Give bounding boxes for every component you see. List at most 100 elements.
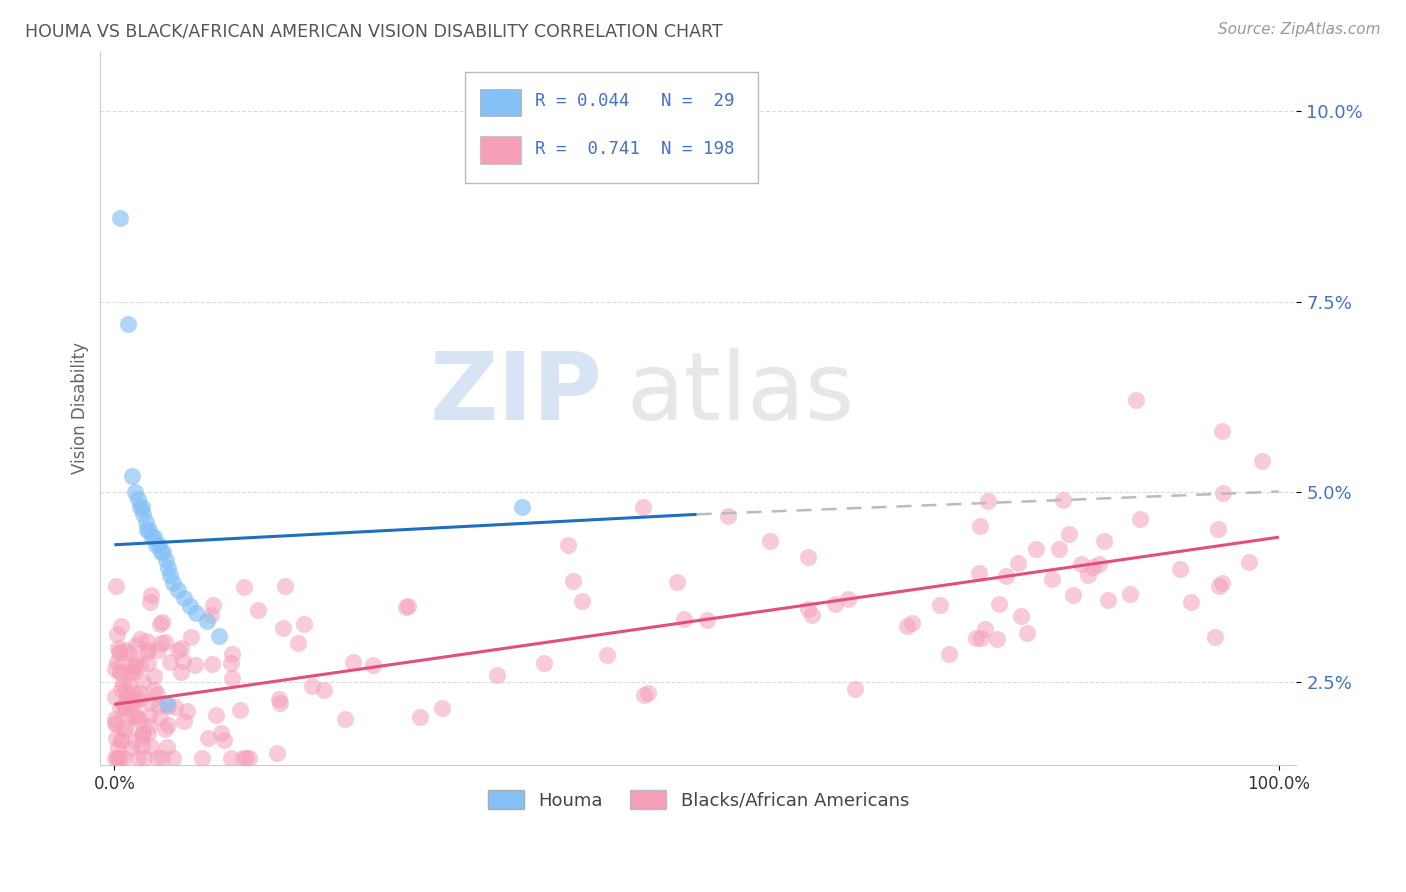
Point [114,684,136,698]
Point [1129,512,1152,526]
Point [631,500,654,514]
Point [124,734,146,748]
Point [1007,556,1029,570]
Point [131,726,153,740]
Point [208,629,231,643]
Point [1250,454,1272,468]
Point [172,654,194,668]
Point [1208,579,1230,593]
Point [155,635,177,649]
Point [179,599,201,613]
Point [107,740,129,755]
Point [127,492,149,507]
Point [173,591,195,605]
Point [115,643,138,657]
Point [969,631,991,645]
Point [1010,609,1032,624]
Point [104,690,127,704]
Point [271,622,294,636]
Point [127,750,149,764]
Point [156,698,179,712]
Point [104,579,127,593]
Point [132,675,155,690]
Point [1125,393,1147,408]
Point [148,538,170,552]
Point [138,719,160,733]
Point [110,733,132,747]
Point [995,569,1018,583]
Point [796,601,818,615]
Point [176,704,198,718]
Point [1083,559,1105,574]
Point [938,647,960,661]
Point [145,538,167,552]
Point [162,750,184,764]
Point [312,683,335,698]
Y-axis label: Vision Disability: Vision Disability [72,342,89,474]
Point [797,550,820,565]
Point [107,641,129,656]
Point [986,632,1008,646]
Point [696,613,718,627]
Point [128,632,150,647]
Point [141,740,163,755]
Point [166,643,188,657]
Point [114,700,136,714]
Point [120,740,142,755]
Point [105,717,128,731]
Point [409,709,432,723]
Point [114,702,136,716]
Point [120,664,142,678]
Point [200,607,222,622]
Point [152,545,174,559]
Point [987,597,1010,611]
Point [1211,576,1233,591]
Point [666,574,689,589]
Point [1052,492,1074,507]
Point [124,665,146,679]
Point [1180,595,1202,609]
Point [197,731,219,746]
Point [1017,626,1039,640]
Point [104,662,127,676]
Point [269,696,291,710]
Point [121,469,143,483]
Point [342,655,364,669]
Point [1237,555,1260,569]
Point [104,715,127,730]
Point [131,739,153,753]
Point [1077,568,1099,582]
Point [108,750,131,764]
Point [800,607,823,622]
Point [824,598,846,612]
Point [118,646,141,660]
Point [1070,557,1092,571]
Point [156,739,179,754]
Point [141,588,163,602]
Point [274,578,297,592]
Point [929,598,952,612]
Point [108,701,131,715]
Point [292,616,315,631]
Point [131,729,153,743]
Point [205,708,228,723]
Point [533,657,555,671]
Point [142,668,165,682]
Point [197,614,219,628]
Point [247,603,270,617]
Point [335,712,357,726]
FancyBboxPatch shape [465,72,758,183]
Legend: Houma, Blacks/African Americans: Houma, Blacks/African Americans [481,782,917,817]
Point [965,631,987,645]
Point [562,574,585,589]
Point [149,709,172,723]
Point [111,677,134,691]
Point [108,665,131,680]
Point [232,750,254,764]
Point [557,538,579,552]
Point [110,646,132,660]
Point [633,689,655,703]
Point [287,636,309,650]
Point [114,723,136,738]
Text: R = 0.044   N =  29: R = 0.044 N = 29 [534,92,734,110]
